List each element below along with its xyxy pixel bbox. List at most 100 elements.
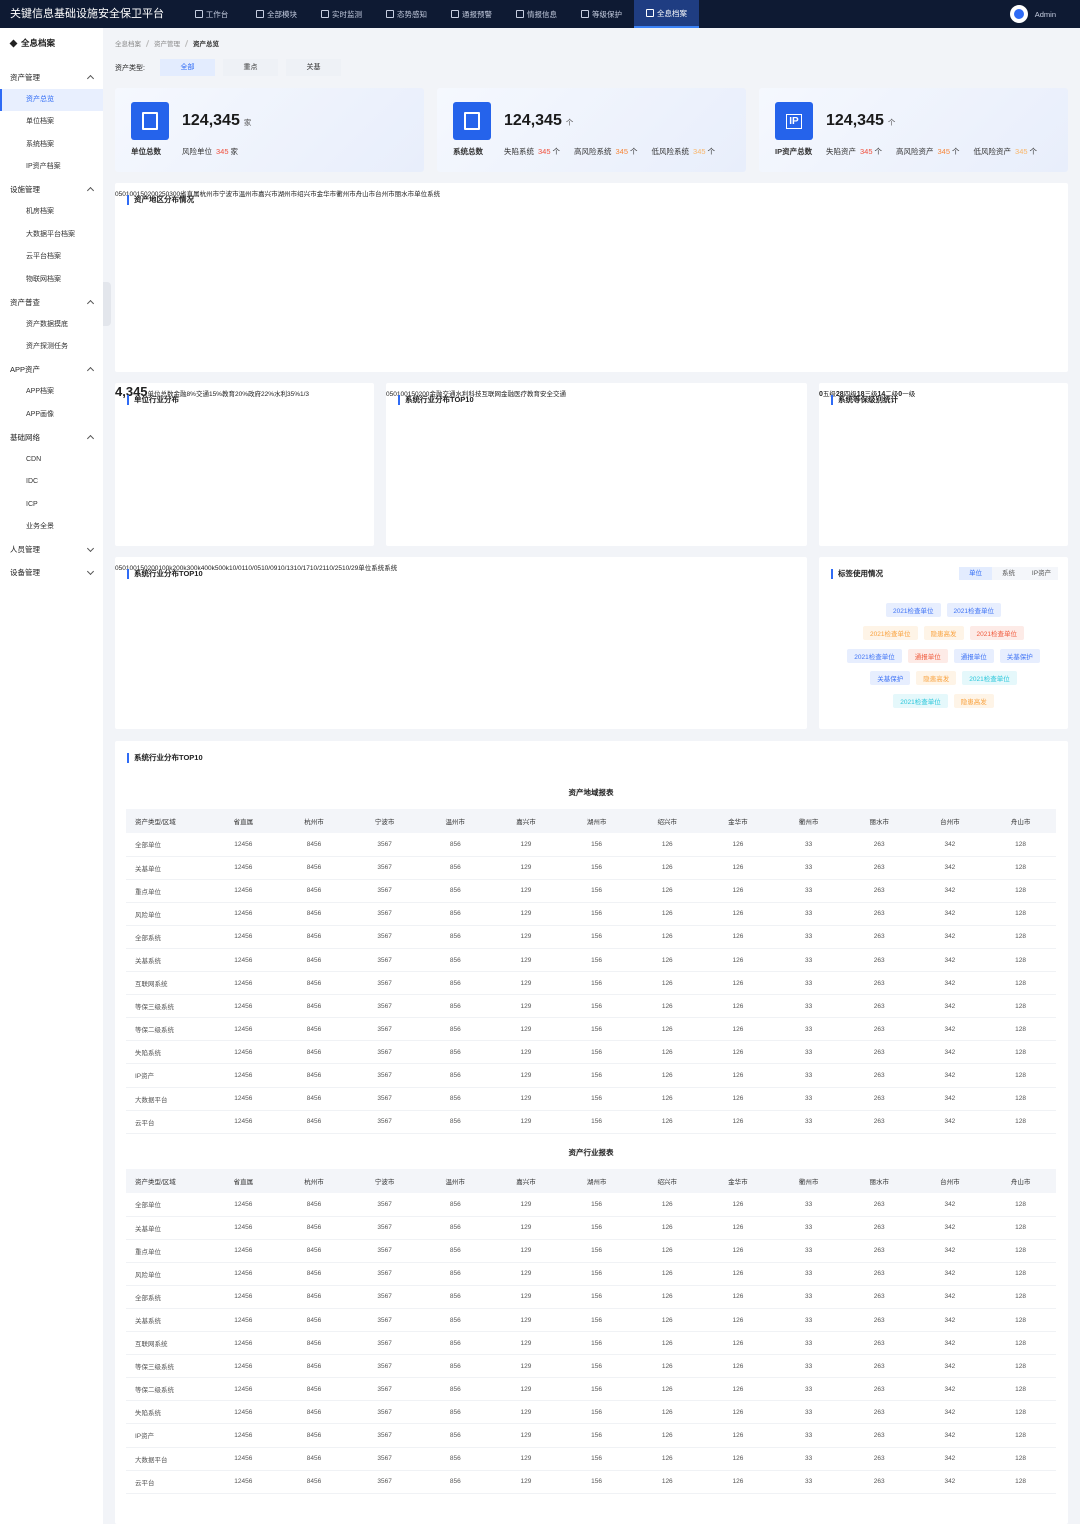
nav-item[interactable]: 等级保护 — [569, 0, 634, 28]
menu-item[interactable]: 单位档案 — [26, 118, 54, 125]
column-header: 温州市 — [419, 809, 491, 833]
table-cell: 126 — [631, 1193, 703, 1217]
menu-group[interactable]: 基础网络 — [0, 426, 103, 449]
table-cell: 156 — [561, 1308, 632, 1333]
x-tick-label: 交通 — [552, 391, 566, 398]
tag[interactable]: 2021检查单位 — [946, 603, 1001, 618]
table-cell: 128 — [985, 1423, 1056, 1448]
nav-item[interactable]: 实时监测 — [309, 0, 374, 28]
table-cell: 128 — [985, 1377, 1056, 1402]
x-tick-label: 10/29 — [341, 565, 359, 572]
table-cell: 失陷系统 — [126, 1400, 208, 1425]
table-cell: 3567 — [349, 1063, 420, 1088]
menu-item[interactable]: 系统档案 — [26, 140, 54, 148]
menu-item[interactable]: APP档案 — [26, 388, 55, 395]
table-cell: 342 — [914, 1262, 986, 1286]
menu-item[interactable]: IDC — [26, 478, 39, 485]
tag[interactable]: 通报单位 — [953, 648, 994, 663]
nav-item[interactable]: 态势感知 — [374, 0, 439, 28]
x-tick-label: 金融 — [429, 391, 443, 398]
menu-item[interactable]: 云平台档案 — [26, 253, 61, 260]
tag[interactable]: 2021检查单位 — [962, 671, 1017, 686]
menu-group[interactable]: 资产普查 — [0, 291, 103, 314]
menu-item[interactable]: 业务全景 — [26, 523, 54, 530]
table-cell: 8456 — [278, 1262, 350, 1286]
table-cell: 126 — [702, 1470, 774, 1494]
legend-label: 系统 — [384, 565, 398, 572]
filter-button[interactable]: 重点 — [223, 59, 278, 76]
nav-item[interactable]: 通报预警 — [439, 0, 504, 28]
menu-item[interactable]: CDN — [26, 455, 42, 463]
sidebar-collapse[interactable] — [103, 282, 111, 326]
menu-item[interactable]: IP资产档案 — [26, 163, 61, 170]
tag[interactable]: 关基保护 — [999, 648, 1040, 663]
y-tick-label: 0 — [115, 565, 119, 572]
table-cell: 关基系统 — [126, 1308, 208, 1333]
report-table-title: 资产地域报表 — [568, 788, 614, 797]
chevron — [86, 434, 95, 442]
table-cell: 263 — [843, 1193, 915, 1217]
tab[interactable]: IP资产 — [1025, 567, 1058, 580]
table-cell: 126 — [702, 833, 774, 857]
menu-item[interactable]: APP画像 — [26, 410, 55, 418]
tab[interactable]: 系统 — [992, 567, 1025, 580]
tag[interactable]: 隐患高发 — [916, 671, 957, 686]
nav-item[interactable]: 情报信息 — [504, 0, 569, 28]
table-cell: 263 — [843, 1423, 915, 1448]
breadcrumb-item[interactable]: 资产总览 — [193, 41, 219, 48]
menu-item[interactable]: 资产探测任务 — [26, 343, 68, 350]
menu-group[interactable]: 设备管理 — [0, 561, 103, 584]
stat-item: 失陷系统 345 个 — [504, 146, 560, 157]
tag[interactable]: 2021检查单位 — [969, 626, 1024, 641]
nav-item[interactable]: 工作台 — [179, 0, 244, 28]
tag[interactable]: 隐患高发 — [923, 626, 964, 641]
breadcrumb-item[interactable]: 资产管理 — [154, 41, 180, 48]
stat-unit: 个 — [565, 118, 574, 127]
nav-item[interactable]: 全部模块 — [244, 0, 309, 28]
menu-item[interactable]: 物联网档案 — [26, 275, 61, 283]
table-cell: 128 — [985, 879, 1056, 903]
table-cell: 156 — [561, 1447, 632, 1471]
tag[interactable]: 2021检查单位 — [893, 694, 948, 709]
column-header: 省直属 — [208, 1169, 279, 1193]
table-cell: 342 — [914, 1193, 986, 1217]
y-tick-label: 100 — [125, 565, 137, 572]
table-cell: 128 — [985, 1262, 1056, 1286]
user[interactable]: Admin — [1009, 5, 1056, 23]
tag[interactable]: 2021检查单位 — [886, 603, 941, 618]
menu-group[interactable]: 设施管理 — [0, 179, 103, 202]
nav-item[interactable]: 全息档案 — [634, 0, 699, 28]
table-cell: 3567 — [349, 856, 420, 880]
table-cell: 126 — [702, 1087, 774, 1111]
tag[interactable]: 隐患高发 — [953, 694, 994, 709]
table-row: 失陷系统 12456 8456 3567 856 129 156 126 126 33 263 342… — [126, 1040, 1056, 1065]
table-cell: 8456 — [278, 971, 350, 996]
panel-canvas: 0五级28四级18三级14二级0一级 — [819, 383, 915, 401]
filter-button[interactable]: 关基 — [286, 59, 341, 76]
menu-group[interactable]: 资产管理 — [0, 66, 103, 89]
column-header: 金华市 — [702, 809, 774, 833]
menu-item[interactable]: 资产总览 — [0, 88, 103, 111]
table-cell: 8456 — [278, 902, 350, 926]
menu-group[interactable]: APP资产 — [0, 359, 103, 382]
tab[interactable]: 单位 — [959, 567, 992, 580]
menu-item[interactable]: ICP — [26, 500, 38, 508]
table-cell: 3567 — [349, 1040, 420, 1065]
tag[interactable]: 2021检查单位 — [847, 648, 902, 663]
table-cell: 8456 — [278, 1017, 350, 1042]
tag[interactable]: 2021检查单位 — [863, 626, 918, 641]
menu-item[interactable]: 资产数据摸底 — [26, 320, 68, 328]
filter-button[interactable]: 全部 — [160, 59, 215, 76]
breadcrumb-item[interactable]: 全息档案 — [115, 41, 141, 48]
table-cell: 126 — [631, 1239, 703, 1263]
table-cell: 8456 — [278, 1040, 350, 1065]
menu-item[interactable]: 大数据平台档案 — [26, 230, 75, 238]
menu-group-label: 设备管理 — [10, 567, 40, 577]
tag[interactable]: 关基保护 — [870, 671, 911, 686]
menu-item[interactable]: 机房档案 — [26, 208, 54, 215]
panel: 050100150200250300省直属杭州市宁波市温州市嘉兴市湖州市绍兴市金… — [115, 183, 1068, 372]
menu-group[interactable]: 人员管理 — [0, 539, 103, 562]
table-cell: 8456 — [278, 1308, 350, 1333]
table-cell: 12456 — [208, 1331, 279, 1356]
tag[interactable]: 通报单位 — [907, 648, 948, 663]
